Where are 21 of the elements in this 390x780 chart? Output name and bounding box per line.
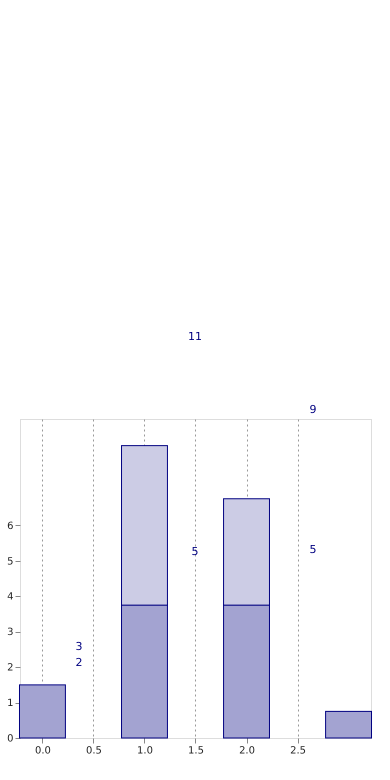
text: 9 bbox=[310, 403, 316, 416]
y-tick-label: 2 bbox=[7, 662, 14, 674]
y-tick-label: 3 bbox=[7, 627, 14, 638]
bar bbox=[325, 710, 372, 738]
y-tick-label: 6 bbox=[7, 520, 14, 532]
x-tick-label: 1.0 bbox=[137, 746, 153, 756]
annotation: 3 bbox=[76, 640, 82, 653]
y-tick-label: 4 bbox=[7, 592, 14, 603]
annotation: 5 bbox=[310, 543, 316, 556]
y-tick-label: 0 bbox=[7, 734, 14, 744]
annotation: 2 bbox=[76, 656, 82, 669]
x-tick-label: 0.0 bbox=[34, 746, 51, 756]
bar bbox=[18, 684, 66, 738]
text: 11 bbox=[188, 330, 202, 343]
x-tick-label: 2.5 bbox=[290, 746, 306, 756]
x-tick-label: 2.0 bbox=[239, 746, 255, 756]
annotation: 5 bbox=[192, 545, 198, 558]
x-tick-label: 1.5 bbox=[188, 746, 204, 756]
y-tick-label: 1 bbox=[7, 698, 14, 710]
y-tick-label: 5 bbox=[7, 556, 14, 568]
x-tick-label: 0.5 bbox=[86, 746, 102, 756]
